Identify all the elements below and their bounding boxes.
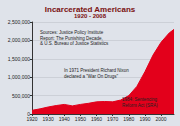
svg-text:1940: 1940: [59, 116, 70, 122]
svg-text:1980: 1980: [123, 116, 134, 122]
svg-text:1984: Sentencing: 1984: Sentencing: [122, 97, 158, 102]
svg-text:0: 0: [27, 111, 30, 117]
svg-text:1930: 1930: [43, 116, 54, 122]
svg-text:500,000: 500,000: [12, 93, 30, 99]
svg-text:2,000,000: 2,000,000: [8, 37, 30, 43]
svg-text:Reform Act (SRA): Reform Act (SRA): [122, 103, 158, 108]
svg-text:1,500,000: 1,500,000: [8, 56, 30, 62]
svg-text:Report: The Punishing Decade,: Report: The Punishing Decade,: [40, 36, 103, 41]
svg-text:1950: 1950: [75, 116, 86, 122]
svg-text:2000: 2000: [156, 116, 167, 122]
svg-text:1920: 1920: [26, 116, 37, 122]
svg-text:1960: 1960: [91, 116, 102, 122]
svg-text:1990: 1990: [139, 116, 150, 122]
svg-text:Incarcerated Americans: Incarcerated Americans: [44, 4, 136, 14]
svg-text:1920 - 2008: 1920 - 2008: [74, 13, 107, 19]
svg-text:2,500,000: 2,500,000: [8, 19, 30, 25]
svg-text:In 1971 President Richard Nixo: In 1971 President Richard Nixon: [64, 68, 129, 73]
svg-text:Sources: Justice Policy Instit: Sources: Justice Policy Institute: [40, 30, 104, 35]
svg-text:declared a "War On Drugs": declared a "War On Drugs": [64, 74, 118, 79]
svg-text:1,000,000: 1,000,000: [8, 74, 30, 80]
svg-text:1970: 1970: [107, 116, 118, 122]
svg-text:& U.S. Bureau of Justice Stati: & U.S. Bureau of Justice Statistics: [40, 41, 109, 46]
